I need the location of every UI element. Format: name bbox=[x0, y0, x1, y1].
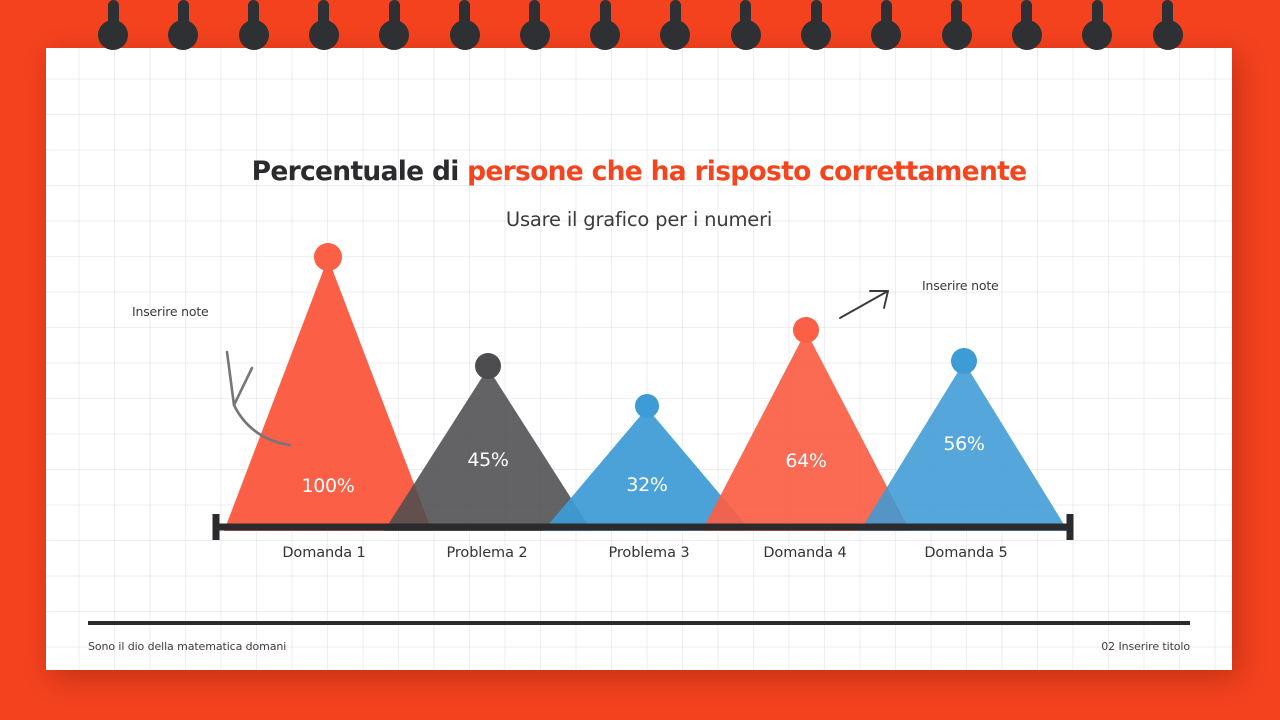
spiral-ring-head bbox=[1152, 20, 1183, 50]
spiral-ring-stem bbox=[740, 0, 752, 38]
spiral-ring-stem bbox=[318, 0, 330, 38]
spiral-ring-stem bbox=[1162, 0, 1173, 38]
spiral-ring-head bbox=[590, 20, 621, 50]
spiral-ring-stem bbox=[388, 0, 400, 38]
category-label-domanda-4: Domanda 4 bbox=[763, 545, 847, 561]
category-label-problema-2: Problema 2 bbox=[446, 545, 528, 561]
spiral-ring-head bbox=[1082, 20, 1113, 50]
spiral-ring-stem bbox=[107, 0, 119, 38]
spiral-ring-stem bbox=[1021, 0, 1033, 38]
spiral-ring-stem bbox=[880, 0, 892, 38]
spiral-ring-stem bbox=[810, 0, 822, 38]
spiral-ring-stem bbox=[248, 0, 260, 38]
spiral-ring-stem bbox=[177, 0, 189, 38]
footer-right-text: 02 Inserire titolo bbox=[1101, 640, 1190, 653]
annotation-arrow-right bbox=[839, 290, 889, 319]
peak-dot-domanda-1 bbox=[314, 243, 342, 271]
spiral-ring-stem bbox=[951, 0, 963, 38]
note-right-text: Inserire note bbox=[922, 278, 999, 293]
page-subtitle: Usare il grafico per i numeri bbox=[505, 208, 773, 231]
footer-divider bbox=[88, 621, 1190, 625]
chart-triangles bbox=[224, 258, 1068, 531]
spiral-ring-stem bbox=[459, 0, 470, 38]
value-label-domanda-4: 64% bbox=[785, 450, 827, 472]
notebook-page: Percentuale di persone che ha risposto c… bbox=[46, 48, 1232, 670]
triangle-domanda-5 bbox=[860, 362, 1068, 531]
spiral-ring-stem bbox=[529, 0, 541, 38]
spiral-ring-icon bbox=[590, 0, 621, 56]
spiral-ring-stem bbox=[1091, 0, 1103, 38]
footer-left-text: Sono il dio della matematica domani bbox=[88, 640, 287, 653]
spiral-ring-head bbox=[519, 20, 550, 50]
peak-dot-problema-3 bbox=[635, 394, 659, 418]
value-label-domanda-5: 56% bbox=[943, 433, 985, 455]
spiral-ring-icon bbox=[238, 0, 269, 56]
spiral-ring-head bbox=[801, 20, 831, 50]
spiral-ring-icon bbox=[941, 0, 972, 56]
spiral-ring-icon bbox=[449, 0, 480, 56]
spiral-ring-head bbox=[308, 20, 339, 50]
spiral-ring-icon bbox=[308, 0, 339, 56]
spiral-ring-icon bbox=[871, 0, 902, 56]
spiral-ring-icon bbox=[1152, 0, 1183, 56]
spiral-ring-head bbox=[238, 20, 269, 50]
spiral-ring-stem bbox=[599, 0, 611, 38]
spiral-ring-icon bbox=[379, 0, 410, 56]
peak-dot-domanda-4 bbox=[793, 317, 819, 343]
spiral-ring-icon bbox=[519, 0, 550, 56]
spiral-ring-head bbox=[1011, 20, 1042, 50]
spiral-ring-icon bbox=[1082, 0, 1113, 56]
spiral-ring-head bbox=[730, 20, 761, 50]
chart-axis bbox=[212, 514, 1074, 540]
page-title: Percentuale di persone che ha risposto c… bbox=[46, 156, 1232, 187]
spiral-ring-icon bbox=[660, 0, 691, 56]
spiral-ring-head bbox=[871, 20, 902, 50]
spiral-ring-head bbox=[660, 20, 691, 50]
value-label-problema-3: 32% bbox=[626, 474, 668, 496]
spiral-ring-icon bbox=[801, 0, 831, 56]
spiral-ring-icon bbox=[168, 0, 199, 56]
triangle-domanda-4 bbox=[702, 331, 910, 531]
grid-paper-background bbox=[46, 48, 1232, 670]
triangle-domanda-1 bbox=[224, 258, 432, 531]
category-label-domanda-1: Domanda 1 bbox=[282, 545, 366, 561]
value-label-problema-2: 45% bbox=[467, 449, 509, 471]
triangle-bar-chart bbox=[212, 258, 1074, 540]
spiral-ring-stem bbox=[669, 0, 681, 38]
triangle-problema-2 bbox=[384, 368, 592, 531]
spiral-ring-icon bbox=[1011, 0, 1042, 56]
note-left-text: Inserire note bbox=[132, 304, 209, 319]
peak-dot-domanda-5 bbox=[951, 348, 977, 374]
triangle-problema-3 bbox=[543, 408, 751, 531]
value-label-domanda-1: 100% bbox=[301, 475, 355, 497]
spiral-ring-head bbox=[168, 20, 199, 50]
category-label-domanda-5: Domanda 5 bbox=[924, 545, 1008, 561]
spiral-ring-head bbox=[379, 20, 410, 50]
spiral-ring-icon bbox=[730, 0, 761, 56]
page-title-highlight: persone che ha risposto correttamente bbox=[467, 156, 1027, 187]
spiral-ring-head bbox=[941, 20, 972, 50]
peak-dot-problema-2 bbox=[475, 353, 501, 379]
spiral-ring-head bbox=[449, 20, 480, 50]
spiral-ring-head bbox=[98, 20, 128, 50]
annotation-arrow-left bbox=[225, 350, 292, 447]
category-label-problema-3: Problema 3 bbox=[608, 545, 690, 561]
spiral-ring-icon bbox=[98, 0, 128, 56]
spiral-binding bbox=[0, 0, 1280, 110]
page-title-plain: Percentuale di bbox=[251, 156, 468, 187]
